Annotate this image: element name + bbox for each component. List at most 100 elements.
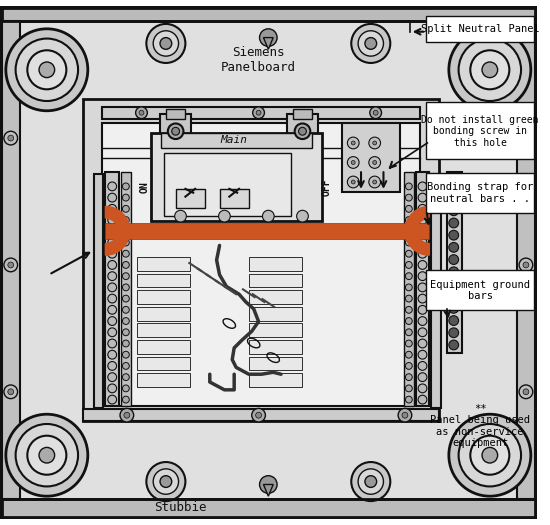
Bar <box>136 290 190 304</box>
Circle shape <box>405 239 412 246</box>
Circle shape <box>449 267 459 277</box>
Bar <box>151 133 322 221</box>
Circle shape <box>108 350 117 359</box>
Text: Do not install green
bonding screw in
this hole: Do not install green bonding screw in th… <box>421 114 539 148</box>
Circle shape <box>418 362 427 370</box>
Circle shape <box>373 161 377 164</box>
Text: Bonding strap for
neutral bars . .: Bonding strap for neutral bars . . <box>427 182 533 204</box>
Bar <box>249 290 302 304</box>
Circle shape <box>123 261 129 268</box>
Circle shape <box>108 260 117 269</box>
Circle shape <box>402 412 408 418</box>
Bar <box>2 499 535 517</box>
Circle shape <box>449 328 459 338</box>
Circle shape <box>123 329 129 335</box>
Circle shape <box>418 283 427 292</box>
Circle shape <box>108 294 117 303</box>
Circle shape <box>123 295 129 302</box>
Circle shape <box>418 272 427 280</box>
Circle shape <box>470 436 509 475</box>
Circle shape <box>418 227 427 236</box>
Circle shape <box>108 272 117 280</box>
Circle shape <box>519 131 533 145</box>
Circle shape <box>373 180 377 184</box>
Bar <box>160 114 191 148</box>
Circle shape <box>449 255 459 265</box>
Circle shape <box>123 194 129 201</box>
Circle shape <box>418 395 427 404</box>
Circle shape <box>139 110 144 115</box>
Circle shape <box>136 107 147 119</box>
Circle shape <box>482 447 498 463</box>
Text: Equipment ground
bars: Equipment ground bars <box>430 279 530 301</box>
Circle shape <box>523 389 529 395</box>
Circle shape <box>252 408 266 422</box>
Circle shape <box>123 385 129 392</box>
Circle shape <box>108 249 117 258</box>
Circle shape <box>449 414 531 496</box>
Circle shape <box>6 414 88 496</box>
Text: Split Neutral Panel: Split Neutral Panel <box>421 24 540 34</box>
Circle shape <box>523 262 529 268</box>
Circle shape <box>418 373 427 382</box>
Circle shape <box>449 194 459 204</box>
Circle shape <box>146 24 185 63</box>
Circle shape <box>369 156 381 169</box>
Circle shape <box>123 250 129 257</box>
Circle shape <box>108 395 117 404</box>
Circle shape <box>482 62 498 78</box>
Circle shape <box>4 258 18 272</box>
Circle shape <box>418 294 427 303</box>
Circle shape <box>123 363 129 370</box>
Bar <box>136 257 190 271</box>
Circle shape <box>123 284 129 291</box>
Circle shape <box>449 291 459 301</box>
Bar <box>416 172 430 406</box>
Circle shape <box>160 38 172 49</box>
Circle shape <box>449 182 459 191</box>
Bar <box>94 174 103 408</box>
Bar <box>2 21 19 499</box>
Circle shape <box>405 385 412 392</box>
Circle shape <box>123 183 129 190</box>
Circle shape <box>405 205 412 212</box>
Bar <box>2 8 535 21</box>
Circle shape <box>108 362 117 370</box>
Circle shape <box>459 424 521 487</box>
Text: Main: Main <box>221 135 248 145</box>
Circle shape <box>351 462 390 501</box>
FancyBboxPatch shape <box>426 16 534 42</box>
Circle shape <box>168 123 184 139</box>
Circle shape <box>405 273 412 280</box>
Bar <box>293 109 312 119</box>
Circle shape <box>8 262 14 268</box>
Circle shape <box>449 206 459 216</box>
Circle shape <box>348 176 359 188</box>
Circle shape <box>348 137 359 149</box>
Circle shape <box>405 217 412 224</box>
Bar <box>136 323 190 337</box>
Bar <box>219 189 249 208</box>
Bar <box>83 99 439 421</box>
Polygon shape <box>263 38 273 49</box>
Circle shape <box>449 340 459 350</box>
Circle shape <box>449 303 459 313</box>
Bar <box>161 133 312 148</box>
Circle shape <box>153 469 179 494</box>
Bar <box>136 373 190 387</box>
Circle shape <box>15 38 78 101</box>
Circle shape <box>123 340 129 347</box>
Circle shape <box>449 29 531 111</box>
Circle shape <box>4 131 18 145</box>
Circle shape <box>449 243 459 252</box>
Circle shape <box>405 250 412 257</box>
Bar <box>249 274 302 287</box>
Circle shape <box>123 374 129 381</box>
Circle shape <box>108 328 117 337</box>
Circle shape <box>218 211 230 222</box>
Circle shape <box>296 211 309 222</box>
Circle shape <box>405 374 412 381</box>
Text: Siemens
Panelboard: Siemens Panelboard <box>221 46 296 74</box>
Wedge shape <box>106 206 130 255</box>
Bar <box>121 172 131 406</box>
